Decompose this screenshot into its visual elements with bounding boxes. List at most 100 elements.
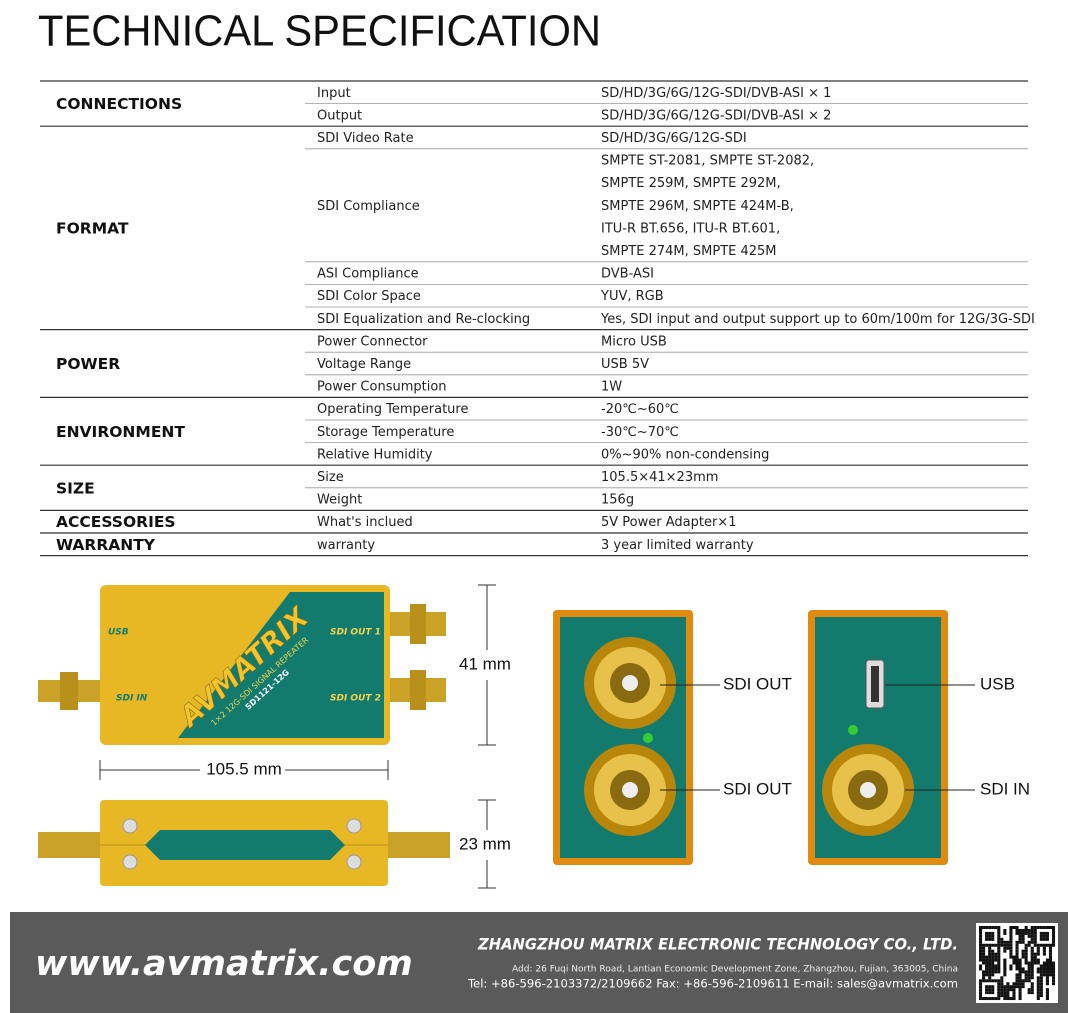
qr-module <box>1027 970 1031 974</box>
qr-module <box>1030 967 1034 971</box>
qr-module <box>997 937 1001 941</box>
qr-module <box>979 955 983 959</box>
port-callout: SDI OUT <box>723 779 792 798</box>
qr-module <box>994 926 998 929</box>
qr-module <box>997 931 1001 935</box>
qr-module <box>997 940 1001 944</box>
website[interactable]: www.avmatrix.com <box>35 944 413 984</box>
qr-module <box>1039 991 1043 995</box>
qr-module <box>979 940 983 944</box>
qr-module <box>1051 940 1056 944</box>
qr-module <box>982 979 986 983</box>
qr-module <box>979 991 983 995</box>
qr-module <box>1051 928 1056 932</box>
qr-module <box>994 952 998 956</box>
qr-module <box>1036 982 1040 986</box>
spec-value: DVB-ASI <box>601 267 654 282</box>
qr-module <box>994 979 998 983</box>
qr-module <box>988 961 992 965</box>
qr-module <box>988 988 992 992</box>
port-label: SDI IN <box>116 694 148 704</box>
spec-value: Micro USB <box>601 334 667 349</box>
qr-module <box>985 934 989 938</box>
qr-module <box>1051 973 1056 977</box>
qr-module <box>1051 934 1056 938</box>
qr-module <box>1018 982 1022 986</box>
qr-module <box>988 931 992 935</box>
qr-module <box>1039 985 1043 989</box>
qr-module <box>1051 967 1056 971</box>
spec-label: What's inclued <box>317 515 413 530</box>
port-label: SDI OUT 2 <box>330 694 381 704</box>
spec-label: Operating Temperature <box>317 402 468 417</box>
qr-module <box>1033 958 1037 962</box>
qr-module <box>1039 988 1043 992</box>
qr-module <box>1024 961 1028 965</box>
qr-module <box>1051 961 1056 965</box>
qr-module <box>1018 991 1022 995</box>
qr-module <box>1009 967 1013 971</box>
qr-module <box>1051 964 1056 968</box>
qr-module <box>997 934 1001 938</box>
qr-module <box>1009 988 1013 992</box>
qr-module <box>1036 988 1040 992</box>
qr-code <box>976 923 1058 1003</box>
qr-module <box>997 991 1001 995</box>
qr-module <box>994 964 998 968</box>
qr-module <box>1003 940 1007 944</box>
qr-module <box>1021 970 1025 974</box>
qr-module <box>988 949 992 953</box>
qr-module <box>1030 928 1034 932</box>
title: TECHNICAL SPECIFICATION <box>38 7 601 56</box>
spec-label: Size <box>317 470 344 485</box>
qr-module <box>1000 994 1004 998</box>
qr-module <box>1003 961 1007 965</box>
qr-module <box>991 985 995 989</box>
group-name: SIZE <box>56 479 95 497</box>
qr-module <box>1033 928 1037 932</box>
qr-module <box>988 967 992 971</box>
address: Add: 26 Fuqi North Road, Lantian Economi… <box>512 965 958 975</box>
qr-module <box>1018 961 1022 965</box>
spec-value: ITU-R BT.656, ITU-R BT.601, <box>601 221 780 236</box>
qr-module <box>997 988 1001 992</box>
qr-module <box>1015 949 1019 953</box>
qr-module <box>1042 952 1046 956</box>
qr-module <box>1036 994 1040 998</box>
qr-module <box>1033 940 1037 944</box>
qr-module <box>1012 955 1016 959</box>
qr-module <box>991 955 995 959</box>
qr-module <box>997 979 1001 983</box>
qr-module <box>1045 943 1049 947</box>
qr-module <box>979 926 983 929</box>
qr-module <box>1039 994 1043 998</box>
qr-module <box>1015 961 1019 965</box>
spec-label: Input <box>317 86 351 101</box>
qr-module <box>1039 967 1043 971</box>
qr-module <box>1036 967 1040 971</box>
qr-module <box>1033 943 1037 947</box>
qr-module <box>997 994 1001 998</box>
qr-module <box>997 928 1001 932</box>
qr-module <box>979 967 983 971</box>
qr-module <box>988 973 992 977</box>
qr-module <box>988 991 992 995</box>
qr-module <box>1003 928 1007 932</box>
qr-module <box>1045 973 1049 977</box>
qr-module <box>1006 940 1010 944</box>
qr-module <box>1003 949 1007 953</box>
qr-module <box>1009 952 1013 956</box>
spec-label: warranty <box>317 538 375 553</box>
qr-module <box>979 979 983 983</box>
qr-module <box>1021 967 1025 971</box>
qr-module <box>1036 949 1040 953</box>
qr-module <box>1015 955 1019 959</box>
qr-module <box>1024 928 1028 932</box>
group-name: FORMAT <box>56 219 129 237</box>
qr-module <box>1048 946 1053 950</box>
qr-module <box>1003 988 1007 992</box>
qr-module <box>979 997 983 1001</box>
qr-module <box>1021 949 1025 953</box>
qr-module <box>1030 964 1034 968</box>
qr-module <box>997 970 1001 974</box>
